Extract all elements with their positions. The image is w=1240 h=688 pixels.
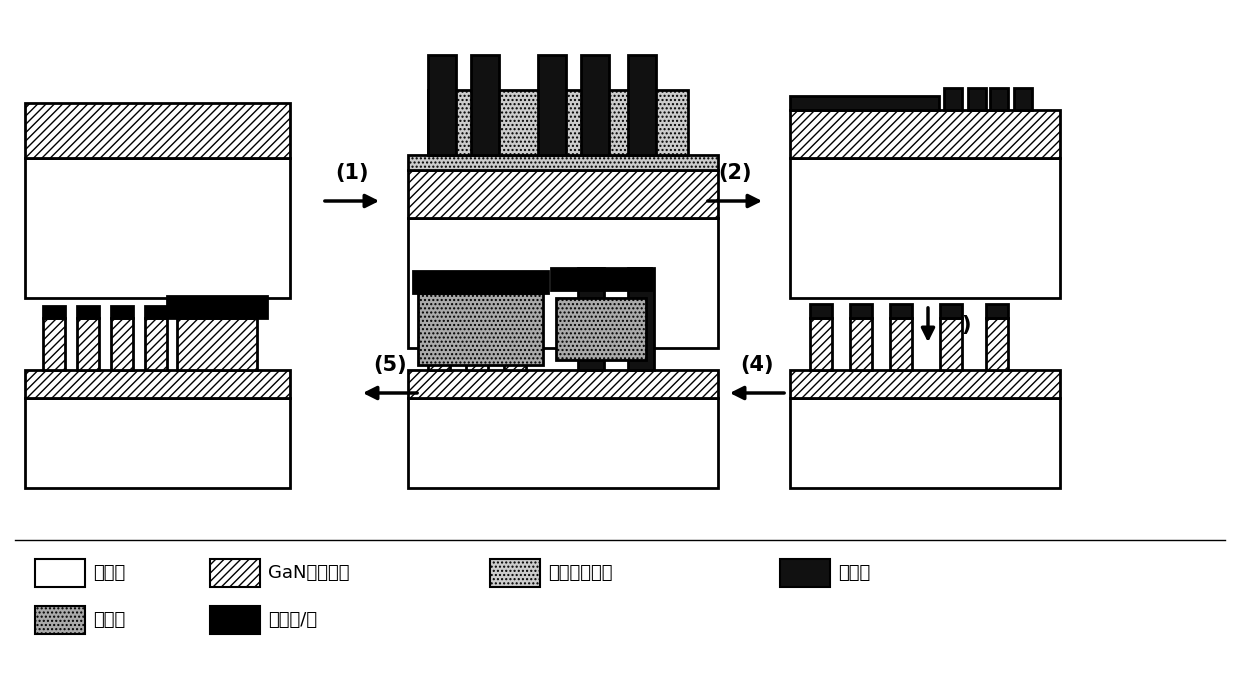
Bar	[810, 318, 832, 370]
Text: (2): (2)	[718, 163, 751, 183]
Text: (3): (3)	[937, 315, 971, 335]
Bar	[428, 90, 688, 155]
Bar	[578, 268, 604, 370]
Bar	[627, 55, 656, 155]
Bar	[408, 155, 718, 170]
Bar	[944, 88, 962, 110]
Bar	[849, 304, 872, 318]
Bar	[538, 55, 565, 155]
Bar	[503, 318, 526, 370]
Bar	[77, 306, 99, 318]
Text: 金属镍/金: 金属镍/金	[268, 611, 317, 629]
Bar	[408, 398, 718, 488]
Bar	[35, 559, 86, 587]
Bar	[968, 88, 986, 110]
Bar	[25, 158, 290, 298]
Bar	[810, 304, 832, 318]
Bar	[780, 559, 830, 587]
Bar	[790, 158, 1060, 298]
Bar	[25, 398, 290, 488]
Text: GaN系外延层: GaN系外延层	[268, 564, 350, 582]
Bar	[466, 318, 489, 370]
Bar	[986, 304, 1008, 318]
Text: 金属铬: 金属铬	[838, 564, 870, 582]
Bar	[408, 170, 718, 218]
Bar	[986, 318, 1008, 370]
Text: 电子束光刻胶: 电子束光刻胶	[548, 564, 613, 582]
Text: (4): (4)	[740, 355, 774, 375]
Bar	[145, 318, 167, 370]
Bar	[145, 306, 167, 318]
Bar	[890, 318, 911, 370]
Bar	[43, 306, 64, 318]
Bar	[940, 318, 962, 370]
Bar	[177, 318, 257, 370]
Bar	[428, 318, 450, 370]
Bar	[627, 268, 653, 370]
Bar	[556, 298, 646, 360]
Text: 硬衩底: 硬衩底	[93, 564, 125, 582]
Bar	[790, 96, 939, 110]
Bar	[418, 293, 543, 365]
Bar	[43, 318, 64, 370]
Bar	[112, 318, 133, 370]
Bar	[849, 318, 872, 370]
Bar	[167, 296, 267, 318]
Text: 光刻胶: 光刻胶	[93, 611, 125, 629]
Bar	[890, 304, 911, 318]
Bar	[413, 271, 548, 293]
Bar	[210, 606, 260, 634]
Bar	[940, 304, 962, 318]
Bar	[428, 55, 456, 155]
Bar	[790, 370, 1060, 398]
Bar	[1014, 88, 1032, 110]
Bar	[77, 318, 99, 370]
Bar	[35, 606, 86, 634]
Bar	[408, 218, 718, 348]
Bar	[790, 398, 1060, 488]
Bar	[210, 559, 260, 587]
Bar	[990, 88, 1008, 110]
Bar	[408, 370, 718, 398]
Bar	[790, 110, 1060, 158]
Bar	[490, 559, 539, 587]
Text: (5): (5)	[373, 355, 407, 375]
Bar	[551, 268, 651, 290]
Bar	[471, 55, 498, 155]
Bar	[25, 103, 290, 158]
Bar	[25, 370, 290, 398]
Bar	[582, 55, 609, 155]
Bar	[112, 306, 133, 318]
Text: (1): (1)	[335, 163, 368, 183]
